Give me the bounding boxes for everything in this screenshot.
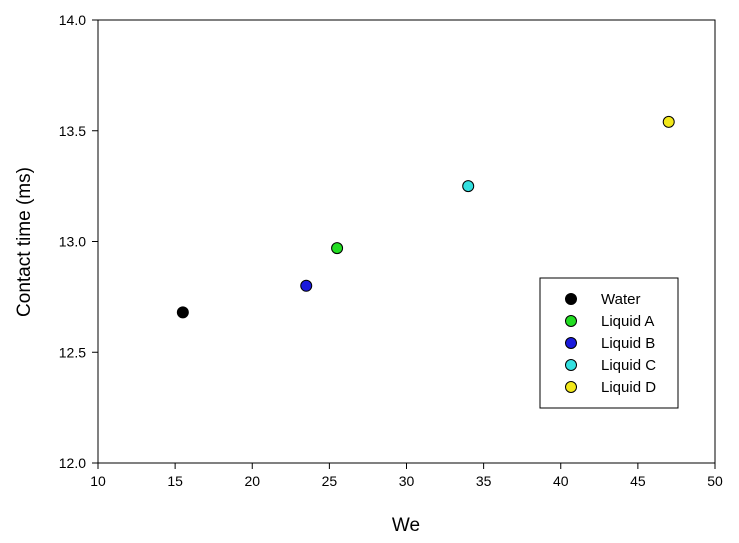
y-tick-label: 13.0 [59, 234, 86, 250]
y-tick-label: 14.0 [59, 12, 86, 28]
legend: Water Liquid A Liquid B Liquid C Liquid D [539, 277, 679, 409]
x-axis-title: We [392, 515, 420, 536]
x-axis-ticks: 10 15 20 25 30 35 40 45 50 [90, 463, 723, 489]
x-tick-label: 40 [553, 473, 569, 489]
data-point-liquid-c [462, 180, 475, 193]
legend-label: Liquid A [601, 313, 654, 330]
data-point-liquid-a [331, 242, 344, 255]
x-tick-label: 15 [167, 473, 183, 489]
y-tick-label: 12.0 [59, 455, 86, 471]
x-tick-label: 25 [322, 473, 338, 489]
legend-label: Liquid B [601, 335, 655, 352]
y-tick-label: 12.5 [59, 344, 86, 360]
legend-label: Water [601, 291, 640, 308]
data-point-liquid-b [300, 279, 313, 292]
x-tick-label: 20 [244, 473, 260, 489]
data-points [176, 115, 675, 319]
x-tick-label: 30 [399, 473, 415, 489]
data-point-water [176, 306, 189, 319]
data-point-liquid-d [662, 115, 675, 128]
legend-label: Liquid C [601, 357, 656, 374]
y-axis-ticks: 12.0 12.5 13.0 13.5 14.0 [59, 12, 98, 471]
legend-marker [565, 381, 577, 393]
x-tick-label: 45 [630, 473, 646, 489]
y-axis-title: Contact time (ms) [14, 167, 35, 317]
x-tick-label: 50 [707, 473, 723, 489]
y-tick-label: 13.5 [59, 123, 86, 139]
x-tick-label: 35 [476, 473, 492, 489]
x-tick-label: 10 [90, 473, 106, 489]
legend-marker [565, 337, 577, 349]
legend-marker [565, 359, 577, 371]
legend-box [539, 277, 679, 409]
legend-marker [565, 293, 577, 305]
legend-label: Liquid D [601, 379, 656, 396]
legend-marker [565, 315, 577, 327]
